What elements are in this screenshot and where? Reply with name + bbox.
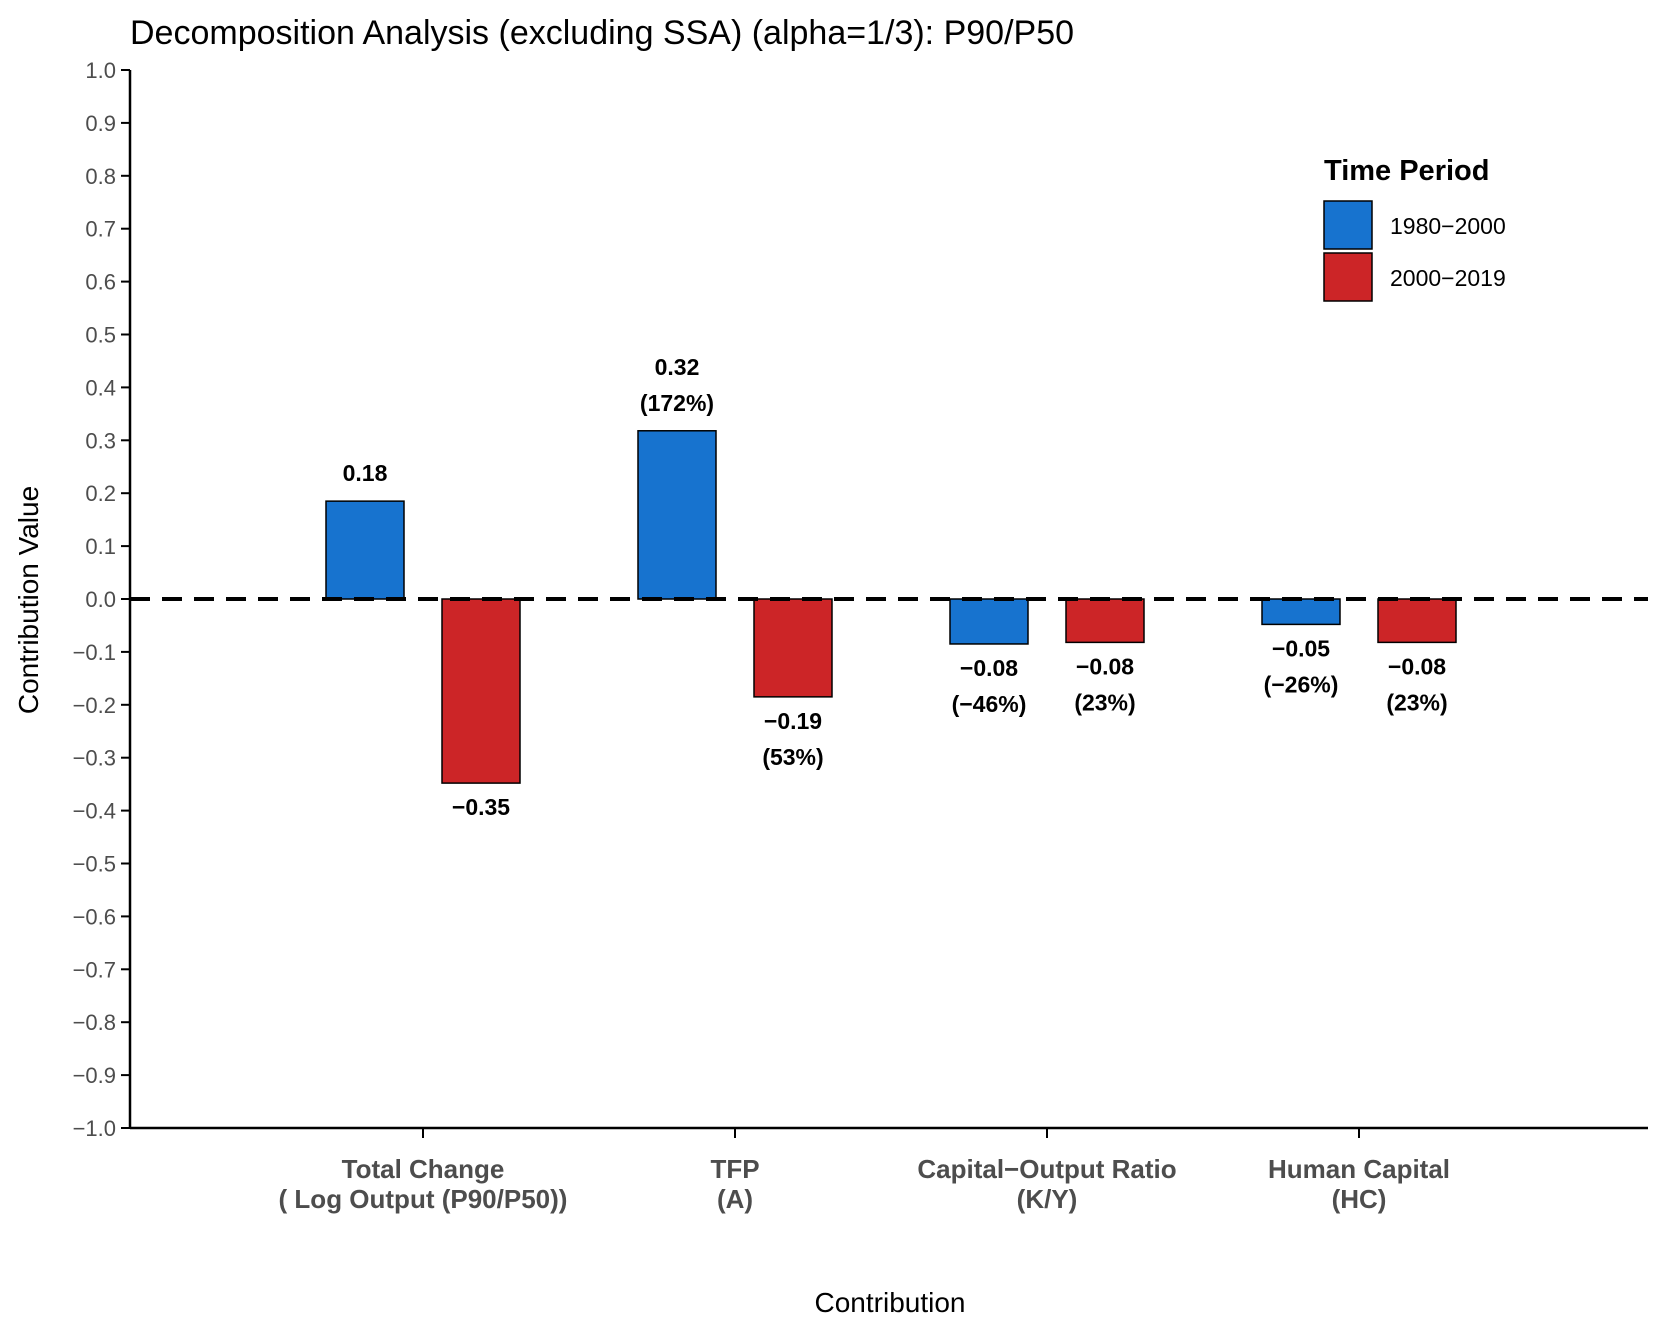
y-tick-label: 0.6 (85, 270, 116, 295)
bar (637, 430, 717, 600)
data-label: −0.05 (1272, 635, 1330, 661)
y-tick-label: −0.9 (73, 1063, 116, 1088)
y-tick-label: 0.3 (85, 428, 116, 453)
y-tick-label: 0.2 (85, 481, 116, 506)
x-category-label: Capital−Output Ratio (917, 1154, 1176, 1184)
x-category-label: Total Change (342, 1154, 505, 1184)
bar (753, 598, 833, 698)
y-axis-title: Contribution Value (13, 486, 44, 714)
y-tick-label: −0.2 (73, 693, 116, 718)
x-category-label: (K/Y) (1017, 1184, 1078, 1214)
y-tick-label: 0.9 (85, 111, 116, 136)
x-category-label: (HC) (1332, 1184, 1387, 1214)
data-label: (23%) (1386, 689, 1447, 715)
data-label: 0.32 (655, 354, 700, 380)
bar (1377, 598, 1457, 644)
chart-title: Decomposition Analysis (excluding SSA) (… (130, 14, 1074, 52)
legend-label-2000-2019: 2000−2019 (1390, 265, 1506, 291)
y-tick-label: 0.5 (85, 323, 116, 348)
x-axis-categories: Total Change( Log Output (P90/P50)) TFP(A… (279, 1128, 1450, 1214)
bar (1065, 598, 1145, 644)
legend: Time Period 1980−2000 2000−2019 (1323, 155, 1506, 302)
legend-swatch-1980-2000 (1323, 200, 1373, 250)
bars (325, 430, 1457, 784)
y-tick-label: 0.7 (85, 217, 116, 242)
x-category-label: Human Capital (1268, 1154, 1450, 1184)
data-labels: 0.18 −0.35 0.32 (172%) −0.19 (53%) −0.08 (−46%)… (343, 354, 1448, 820)
data-label: 0.18 (343, 460, 388, 486)
bar (949, 598, 1029, 645)
x-category-label: ( Log Output (P90/P50)) (279, 1184, 568, 1214)
data-label: −0.08 (960, 655, 1018, 681)
data-label: (53%) (762, 744, 823, 770)
data-label: (−26%) (1264, 671, 1339, 697)
bar (325, 500, 405, 600)
legend-label-1980-2000: 1980−2000 (1390, 213, 1506, 239)
y-tick-label: −0.3 (73, 746, 116, 771)
legend-swatch-2000-2019 (1323, 252, 1373, 302)
y-tick-label: −0.1 (73, 640, 116, 665)
legend-title: Time Period (1324, 155, 1489, 187)
y-tick-label: 0.8 (85, 164, 116, 189)
y-tick-label: 0.0 (85, 587, 116, 612)
data-label: (−46%) (952, 691, 1027, 717)
data-label: (172%) (640, 390, 714, 416)
data-label: (23%) (1074, 689, 1135, 715)
y-tick-label: −1.0 (73, 1116, 116, 1141)
y-axis-ticks: −1.0 −0.9 −0.8 −0.7 −0.6 −0.5 −0.4 −0.3 −0.2 −0.1… (73, 58, 130, 1141)
x-category-label: (A) (717, 1184, 753, 1214)
data-label: −0.08 (1076, 653, 1134, 679)
bar (1261, 598, 1341, 626)
y-tick-label: −0.4 (73, 799, 116, 824)
y-tick-label: −0.7 (73, 957, 116, 982)
bar (441, 598, 521, 784)
y-tick-label: −0.6 (73, 904, 116, 929)
y-tick-label: −0.8 (73, 1010, 116, 1035)
y-tick-label: 0.1 (85, 534, 116, 559)
data-label: −0.19 (764, 708, 822, 734)
data-label: −0.08 (1388, 653, 1446, 679)
y-tick-label: 0.4 (85, 375, 116, 400)
x-category-label: TFP (710, 1154, 759, 1184)
y-tick-label: 1.0 (85, 58, 116, 83)
data-label: −0.35 (452, 794, 510, 820)
y-tick-label: −0.5 (73, 852, 116, 877)
x-axis-title: Contribution (815, 1287, 966, 1318)
